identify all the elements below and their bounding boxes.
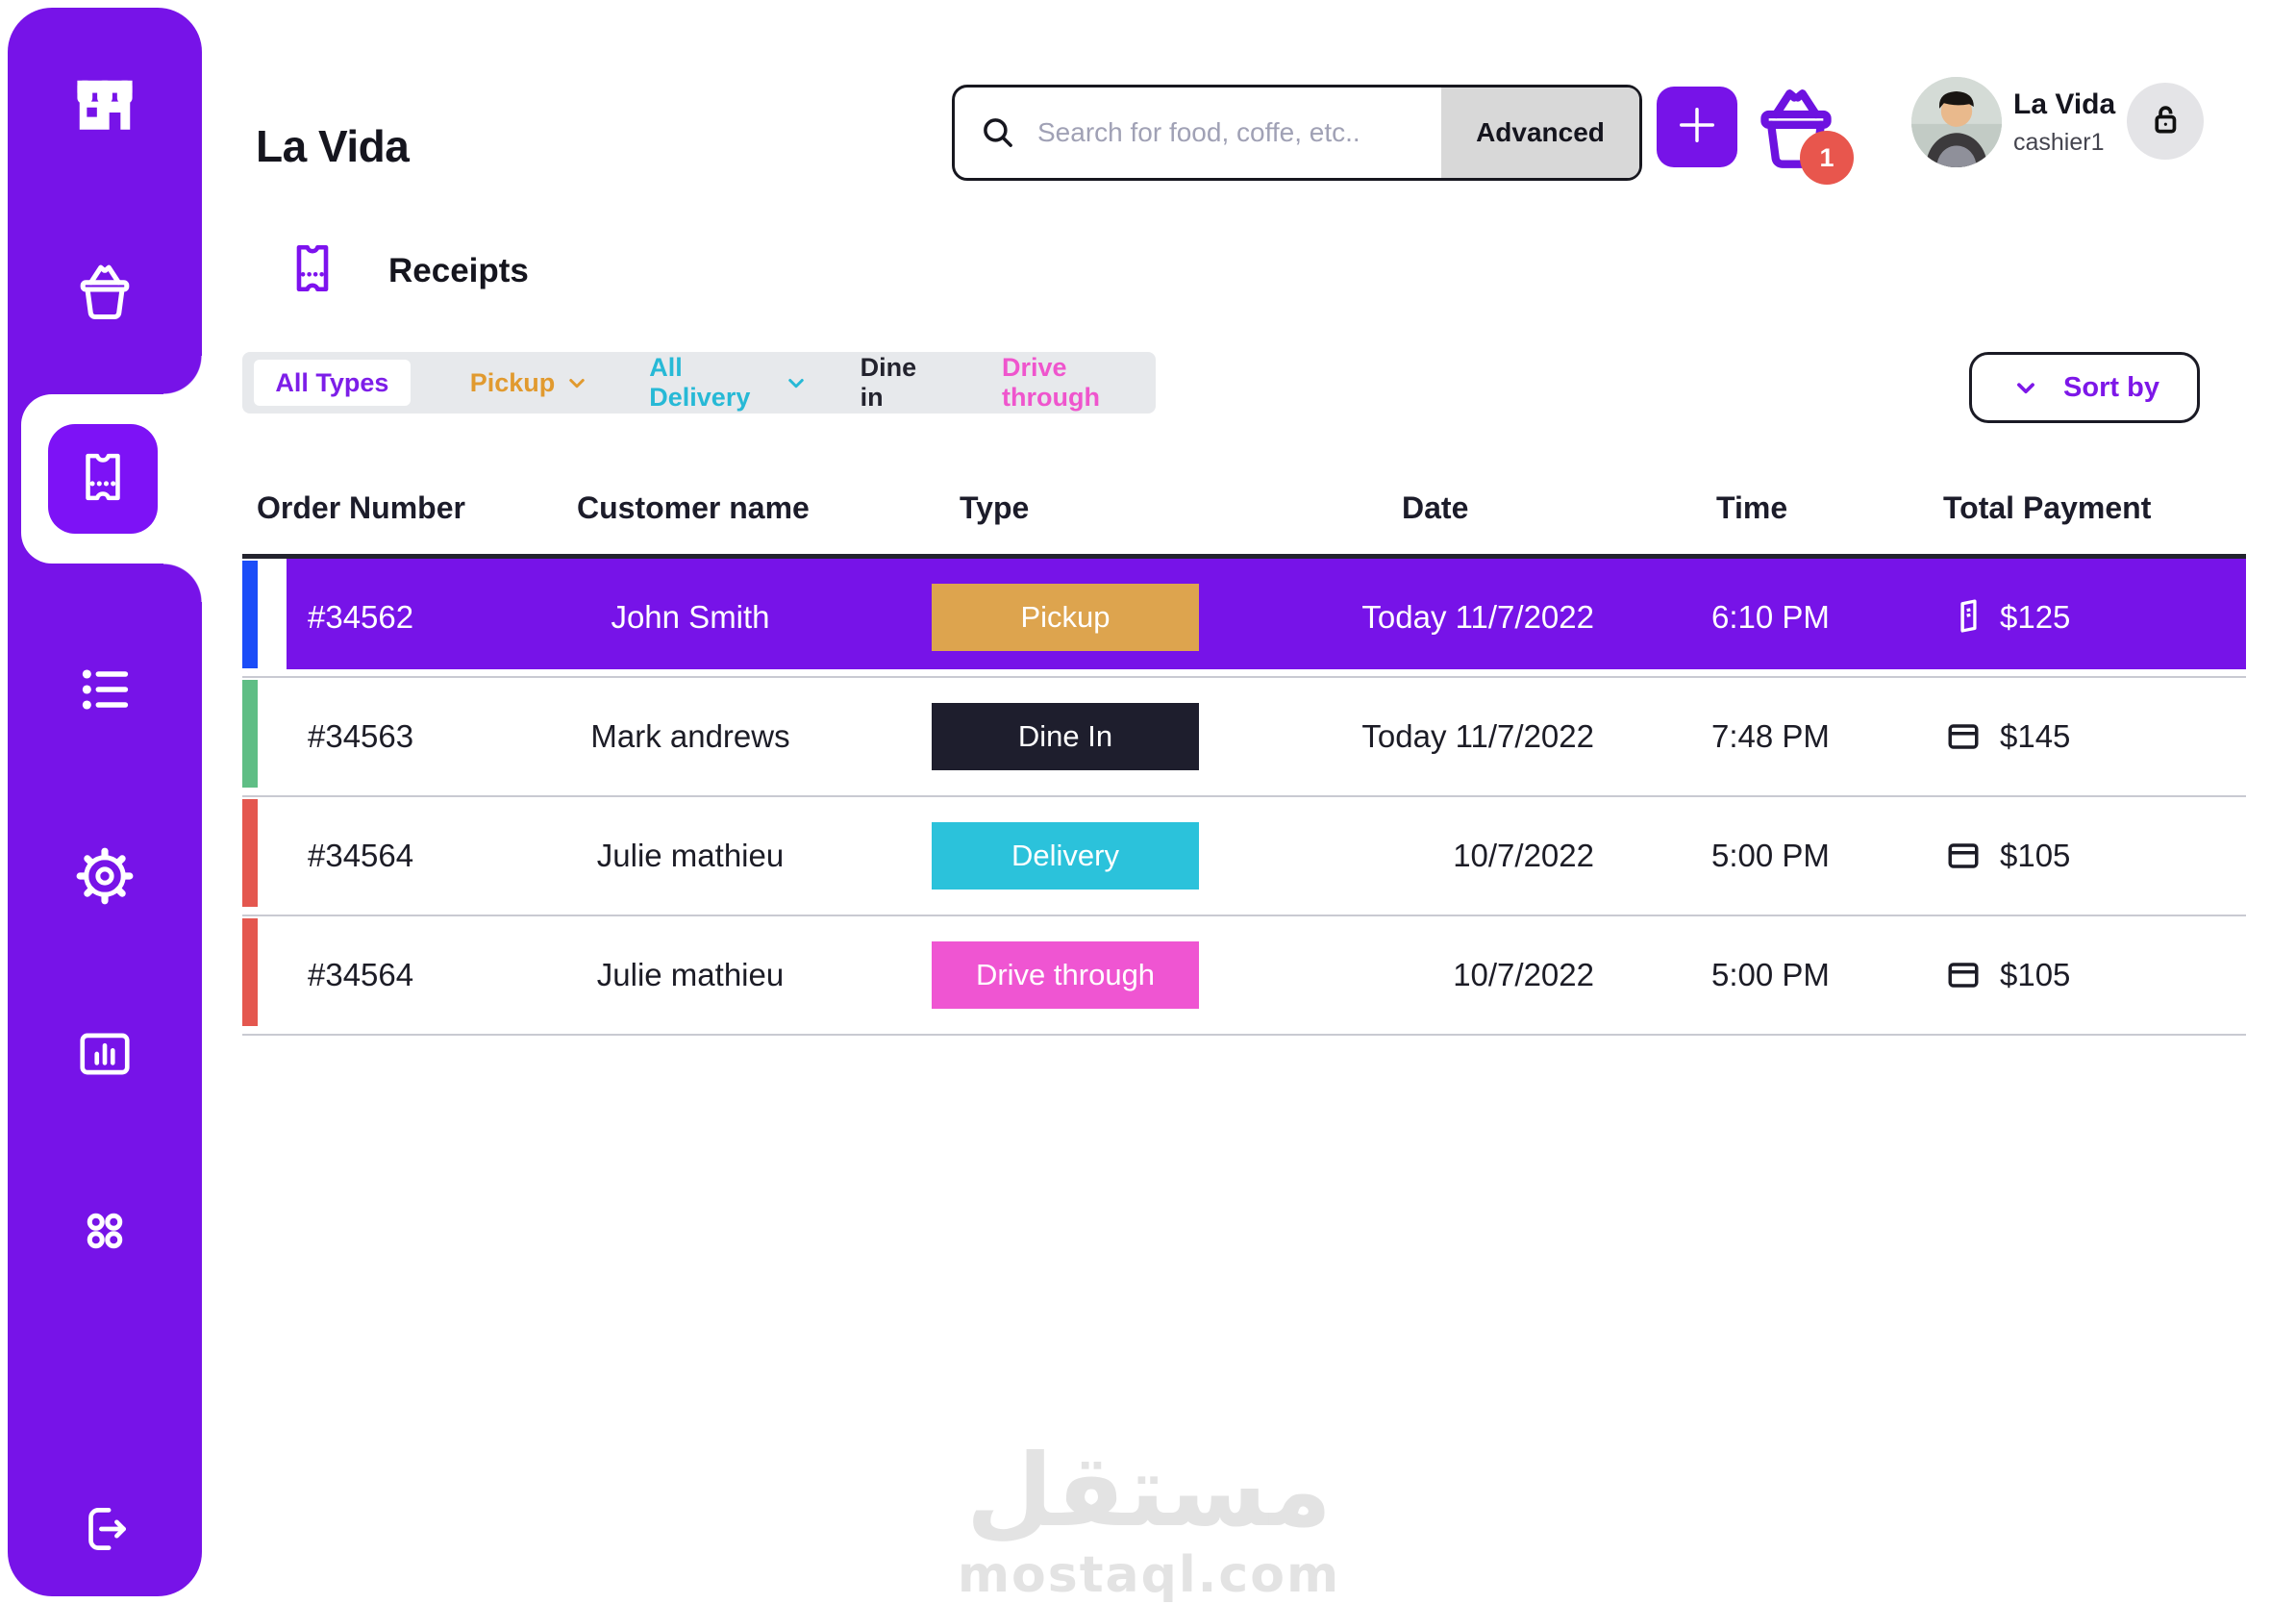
total-payment: $105 — [2000, 838, 2071, 873]
chevron-down-icon — [562, 368, 591, 397]
sort-by-label: Sort by — [2063, 371, 2159, 403]
sidebar-item-logout[interactable] — [8, 1481, 202, 1577]
filter-pickup-label: Pickup — [469, 367, 556, 397]
col-order-number: Order Number — [257, 490, 465, 525]
profile-name: La Vida — [2013, 88, 2116, 120]
order-number: #34563 — [308, 718, 414, 754]
plus-icon — [1672, 100, 1722, 155]
sidebar-item-orders-list[interactable] — [8, 641, 202, 738]
list-icon — [74, 659, 136, 720]
chevron-down-icon — [782, 368, 811, 397]
ticket-icon — [285, 237, 340, 305]
filter-pickup[interactable]: Pickup — [470, 368, 592, 398]
section-title: Receipts — [388, 251, 529, 289]
filter-drive-through[interactable]: Drive through — [1002, 353, 1156, 413]
add-order-button[interactable] — [1657, 87, 1737, 167]
order-time: 5:00 PM — [1711, 957, 1830, 992]
filter-all-delivery[interactable]: All Delivery — [649, 353, 810, 413]
filter-drive-through-label: Drive through — [1001, 353, 1100, 412]
order-date: 10/7/2022 — [1453, 838, 1594, 873]
order-date: Today 11/7/2022 — [1361, 718, 1594, 754]
basket-icon — [70, 258, 139, 327]
filter-dine-in-label: Dine in — [860, 353, 917, 412]
grid-dots-icon — [76, 1202, 134, 1260]
lock-icon — [2145, 99, 2185, 144]
filter-all-types[interactable]: All Types — [254, 360, 411, 406]
type-badge: Pickup — [932, 584, 1199, 651]
table-header-row: Order Number Customer name Type Date Tim… — [242, 477, 2246, 559]
total-payment: $125 — [2000, 599, 2071, 635]
col-total-payment: Total Payment — [1943, 490, 2152, 525]
total-payment: $145 — [2000, 718, 2071, 754]
advanced-search-button[interactable]: Advanced — [1441, 88, 1639, 178]
sidebar — [8, 8, 202, 1596]
sidebar-item-basket[interactable] — [8, 244, 202, 340]
order-date: 10/7/2022 — [1453, 957, 1594, 992]
sidebar-item-store[interactable] — [8, 58, 202, 154]
customer-name: John Smith — [611, 599, 770, 635]
search-icon — [978, 113, 1018, 153]
row-accent-bar — [242, 799, 258, 907]
sidebar-item-settings[interactable] — [8, 828, 202, 924]
order-time: 6:10 PM — [1711, 599, 1830, 635]
customer-name: Julie mathieu — [596, 838, 785, 873]
receipt-book-icon — [1942, 596, 1984, 639]
section-header: Receipts — [285, 237, 529, 305]
table-row[interactable]: #34564 Julie mathieu Delivery 10/7/2022 … — [242, 797, 2246, 916]
page-title: La Vida — [256, 120, 410, 171]
table-row[interactable]: #34564 Julie mathieu Drive through 10/7/… — [242, 916, 2246, 1036]
col-customer-name: Customer name — [577, 490, 810, 525]
ticket-icon — [72, 446, 134, 513]
order-date: Today 11/7/2022 — [1361, 599, 1594, 635]
col-date: Date — [1402, 490, 1469, 525]
row-accent-bar — [242, 561, 258, 668]
credit-card-icon — [1942, 715, 1984, 758]
table-row[interactable]: #34563 Mark andrews Dine In Today 11/7/2… — [242, 678, 2246, 797]
watermark-logo: مستقل — [965, 1432, 1333, 1549]
filter-dine-in[interactable]: Dine in — [861, 353, 938, 413]
storefront-icon — [71, 72, 138, 139]
order-number: #34562 — [308, 599, 414, 635]
sidebar-active-notch — [21, 356, 202, 602]
sort-by-button[interactable]: Sort by — [1969, 352, 2200, 423]
row-accent-bar — [242, 918, 258, 1026]
type-badge: Dine In — [932, 703, 1199, 770]
logout-icon — [75, 1499, 135, 1559]
order-time: 5:00 PM — [1711, 838, 1830, 873]
receipts-table: #34562 John Smith Pickup Today 11/7/2022… — [242, 559, 2246, 1036]
row-accent-bar — [242, 680, 258, 788]
cart-badge: 1 — [1800, 131, 1854, 185]
chevron-down-icon — [2009, 371, 2042, 404]
col-type: Type — [960, 490, 1030, 525]
table-row[interactable]: #34562 John Smith Pickup Today 11/7/2022… — [242, 559, 2246, 678]
credit-card-icon — [1942, 954, 1984, 996]
gear-icon — [73, 844, 137, 908]
watermark-domain: mostaql.com — [957, 1546, 1341, 1604]
cart-button[interactable]: 1 — [1748, 81, 1854, 185]
filter-all-delivery-label: All Delivery — [649, 353, 751, 412]
search-input[interactable] — [1036, 116, 1405, 149]
type-badge: Delivery — [932, 822, 1199, 890]
sidebar-item-apps[interactable] — [8, 1183, 202, 1279]
lock-button[interactable] — [2127, 83, 2204, 160]
total-payment: $105 — [2000, 957, 2071, 992]
profile-role: cashier1 — [2013, 129, 2105, 156]
sidebar-item-receipts[interactable] — [48, 424, 158, 534]
order-number: #34564 — [308, 838, 414, 873]
type-badge: Drive through — [932, 941, 1199, 1009]
sidebar-item-stats[interactable] — [8, 1006, 202, 1102]
col-time: Time — [1716, 490, 1788, 525]
row-highlight — [287, 559, 2246, 669]
avatar[interactable] — [1911, 77, 2002, 167]
order-number: #34564 — [308, 957, 414, 992]
customer-name: Julie mathieu — [596, 957, 785, 992]
customer-name: Mark andrews — [590, 718, 790, 754]
filter-bar: All Types Pickup All Delivery Dine in Dr… — [242, 352, 1156, 414]
mostaql-watermark: مستقل mostaql.com — [923, 1441, 1375, 1604]
bar-chart-icon — [75, 1024, 135, 1084]
order-time: 7:48 PM — [1711, 718, 1830, 754]
search-bar: Advanced — [952, 85, 1642, 181]
credit-card-icon — [1942, 835, 1984, 877]
